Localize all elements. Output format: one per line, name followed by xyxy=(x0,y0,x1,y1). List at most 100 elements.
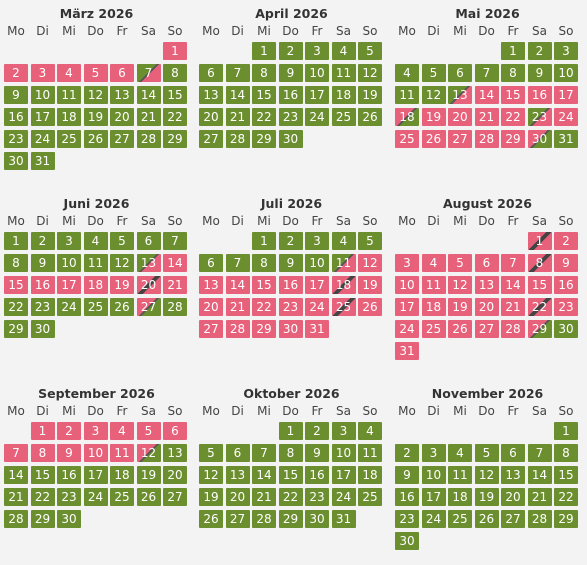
day-booked[interactable]: 11 xyxy=(421,276,446,294)
day-booked[interactable]: 6 xyxy=(474,254,499,272)
day-free[interactable]: 26 xyxy=(83,130,108,148)
day-free[interactable]: 17 xyxy=(331,466,356,484)
day-booked[interactable]: 4 xyxy=(110,422,134,440)
day-free[interactable]: 26 xyxy=(199,510,223,528)
day-free[interactable]: 3 xyxy=(554,42,578,60)
day-booked[interactable]: 21 xyxy=(501,298,525,316)
day-booked[interactable]: 22 xyxy=(501,108,525,126)
day-free[interactable]: 2 xyxy=(278,42,303,60)
day-free[interactable]: 14 xyxy=(136,86,161,104)
day-booked[interactable]: 15 xyxy=(252,276,276,294)
day-free[interactable]: 29 xyxy=(554,510,578,528)
day-free[interactable]: 26 xyxy=(136,488,161,506)
day-free[interactable]: 16 xyxy=(305,466,329,484)
day-free[interactable]: 11 xyxy=(358,444,382,462)
day-free[interactable]: 15 xyxy=(278,466,303,484)
day-free[interactable]: 20 xyxy=(110,108,134,126)
day-booked[interactable]: 16 xyxy=(554,276,578,294)
day-free[interactable]: 1 xyxy=(252,42,276,60)
day-free[interactable]: 14 xyxy=(252,466,276,484)
day-free[interactable]: 27 xyxy=(199,130,223,148)
day-booked[interactable]: 15 xyxy=(527,276,552,294)
day-free[interactable]: 25 xyxy=(110,488,134,506)
day-free[interactable]: 28 xyxy=(527,510,552,528)
day-free[interactable]: 13 xyxy=(199,86,223,104)
day-booked[interactable]: 2 xyxy=(554,232,578,250)
day-booked[interactable]: 20 xyxy=(199,298,223,316)
day-free[interactable]: 3 xyxy=(305,232,329,250)
day-free[interactable]: 6 xyxy=(136,232,161,250)
day-free[interactable]: 19 xyxy=(136,466,161,484)
day-free[interactable]: 10 xyxy=(305,64,329,82)
day-free[interactable]: 7 xyxy=(474,64,499,82)
day-free[interactable]: 26 xyxy=(474,510,499,528)
day-free[interactable]: 16 xyxy=(395,488,419,506)
day-free[interactable]: 12 xyxy=(358,64,382,82)
day-booked[interactable]: 28 xyxy=(225,320,250,338)
day-free[interactable]: 1 xyxy=(278,422,303,440)
day-free[interactable]: 30 xyxy=(278,130,303,148)
day-free[interactable]: 16 xyxy=(57,466,81,484)
day-free[interactable]: 25 xyxy=(331,108,356,126)
day-free[interactable]: 5 xyxy=(110,232,134,250)
day-booked[interactable]: 5 xyxy=(83,64,108,82)
day-free[interactable]: 29 xyxy=(30,510,55,528)
day-departure[interactable]: 18 xyxy=(395,108,419,126)
day-booked[interactable]: 12 xyxy=(448,276,472,294)
day-booked[interactable]: 16 xyxy=(30,276,55,294)
day-booked[interactable]: 19 xyxy=(421,108,446,126)
day-departure[interactable]: 30 xyxy=(527,130,552,148)
day-booked[interactable]: 12 xyxy=(358,254,382,272)
day-changeover[interactable]: 20 xyxy=(136,276,161,294)
day-booked[interactable]: 28 xyxy=(474,130,499,148)
day-free[interactable]: 24 xyxy=(30,130,55,148)
day-booked[interactable]: 2 xyxy=(57,422,81,440)
day-free[interactable]: 10 xyxy=(57,254,81,272)
day-free[interactable]: 12 xyxy=(110,254,134,272)
day-free[interactable]: 24 xyxy=(421,510,446,528)
day-free[interactable]: 11 xyxy=(57,86,81,104)
day-booked[interactable]: 30 xyxy=(278,320,303,338)
day-free[interactable]: 13 xyxy=(163,444,187,462)
day-free[interactable]: 4 xyxy=(448,444,472,462)
day-free[interactable]: 4 xyxy=(331,232,356,250)
day-booked[interactable]: 19 xyxy=(448,298,472,316)
day-free[interactable]: 22 xyxy=(278,488,303,506)
day-booked[interactable]: 29 xyxy=(252,320,276,338)
day-free[interactable]: 16 xyxy=(4,108,28,126)
day-booked[interactable]: 1 xyxy=(30,422,55,440)
day-booked[interactable]: 3 xyxy=(395,254,419,272)
day-free[interactable]: 27 xyxy=(501,510,525,528)
day-free[interactable]: 3 xyxy=(57,232,81,250)
day-booked[interactable]: 5 xyxy=(448,254,472,272)
day-booked[interactable]: 17 xyxy=(554,86,578,104)
day-free[interactable]: 9 xyxy=(305,444,329,462)
day-free[interactable]: 14 xyxy=(4,466,28,484)
day-free[interactable]: 28 xyxy=(163,298,187,316)
day-free[interactable]: 14 xyxy=(527,466,552,484)
day-arrival[interactable]: 13 xyxy=(136,254,161,272)
day-booked[interactable]: 7 xyxy=(501,254,525,272)
day-arrival[interactable]: 7 xyxy=(136,64,161,82)
day-free[interactable]: 18 xyxy=(358,466,382,484)
day-booked[interactable]: 14 xyxy=(474,86,499,104)
day-arrival[interactable]: 23 xyxy=(527,108,552,126)
day-free[interactable]: 23 xyxy=(305,488,329,506)
day-free[interactable]: 23 xyxy=(30,298,55,316)
day-free[interactable]: 18 xyxy=(331,86,356,104)
day-free[interactable]: 23 xyxy=(4,130,28,148)
day-booked[interactable]: 21 xyxy=(163,276,187,294)
day-booked[interactable]: 13 xyxy=(199,276,223,294)
day-free[interactable]: 29 xyxy=(163,130,187,148)
day-changeover[interactable]: 18 xyxy=(331,276,356,294)
day-departure[interactable]: 27 xyxy=(136,298,161,316)
day-free[interactable]: 19 xyxy=(199,488,223,506)
day-booked[interactable]: 5 xyxy=(136,422,161,440)
day-booked[interactable]: 26 xyxy=(421,130,446,148)
day-booked[interactable]: 8 xyxy=(30,444,55,462)
day-free[interactable]: 17 xyxy=(83,466,108,484)
day-free[interactable]: 7 xyxy=(225,254,250,272)
day-free[interactable]: 22 xyxy=(4,298,28,316)
day-departure[interactable]: 12 xyxy=(136,444,161,462)
day-free[interactable]: 9 xyxy=(395,466,419,484)
